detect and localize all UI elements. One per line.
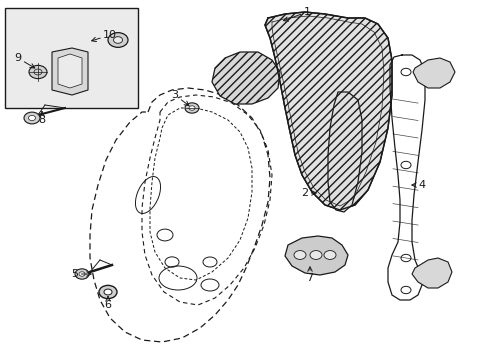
Circle shape <box>79 272 85 276</box>
Text: 10: 10 <box>91 30 117 42</box>
Text: 9: 9 <box>15 53 35 68</box>
Circle shape <box>24 112 40 124</box>
Circle shape <box>309 251 321 260</box>
Text: 7: 7 <box>306 267 313 283</box>
Circle shape <box>75 269 89 279</box>
Text: 3: 3 <box>171 90 188 105</box>
Polygon shape <box>327 92 361 212</box>
Circle shape <box>189 106 195 110</box>
Circle shape <box>184 103 199 113</box>
Polygon shape <box>212 52 280 104</box>
Circle shape <box>29 66 47 78</box>
Polygon shape <box>411 258 451 288</box>
Circle shape <box>99 285 117 299</box>
Bar <box>5 8 138 108</box>
Polygon shape <box>52 48 88 95</box>
Text: 8: 8 <box>39 112 45 125</box>
Circle shape <box>104 289 112 295</box>
Text: 1: 1 <box>283 7 310 21</box>
Polygon shape <box>58 54 82 88</box>
Polygon shape <box>264 12 391 210</box>
Text: 5: 5 <box>71 269 91 279</box>
Text: 4: 4 <box>411 180 425 190</box>
Text: 6: 6 <box>104 297 111 310</box>
Circle shape <box>293 251 305 260</box>
Text: 2: 2 <box>301 188 315 198</box>
Circle shape <box>113 37 122 43</box>
Polygon shape <box>285 236 347 275</box>
Circle shape <box>28 116 36 121</box>
Polygon shape <box>412 58 454 88</box>
Circle shape <box>108 33 128 48</box>
Circle shape <box>324 251 335 260</box>
